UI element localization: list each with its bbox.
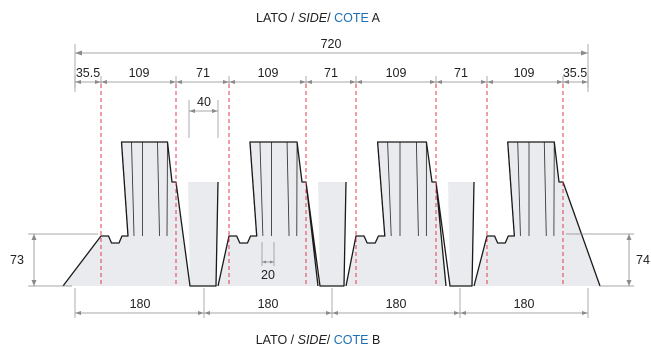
segment-dimension-chain: 35.5 109 71 109 71 109 71 109 35.5 xyxy=(74,44,589,92)
bottom-pitch-label: 180 xyxy=(130,297,151,311)
groove-label: 20 xyxy=(261,268,275,282)
segment-label: 71 xyxy=(324,66,338,80)
side-label-top: LATO / SIDE/ COTE A xyxy=(256,11,381,25)
top-flange-dimension: 40 xyxy=(188,95,219,138)
bottom-pitch-label: 180 xyxy=(258,297,279,311)
top-flange-label: 40 xyxy=(197,95,211,109)
segment-label: 109 xyxy=(129,66,150,80)
height-left-dimension: 73 xyxy=(10,233,98,287)
bottom-pitch-chain: 180 180 180 180 xyxy=(74,288,589,318)
pitch-lines xyxy=(100,84,564,286)
segment-label: 109 xyxy=(386,66,407,80)
total-width-dimension: 720 xyxy=(75,37,588,56)
height-right-label: 74 xyxy=(636,253,650,267)
segment-label: 35.5 xyxy=(563,66,587,80)
segment-label: 71 xyxy=(196,66,210,80)
trapezoidal-profile xyxy=(62,141,601,287)
bottom-pitch-label: 180 xyxy=(386,297,407,311)
segment-label: 109 xyxy=(514,66,535,80)
side-label-bottom: LATO / SIDE/ COTE B xyxy=(256,333,381,347)
segment-label: 109 xyxy=(258,66,279,80)
total-width-label: 720 xyxy=(321,37,342,51)
height-right-dimension: 74 xyxy=(566,233,650,287)
segment-label: 71 xyxy=(454,66,468,80)
segment-label: 35.5 xyxy=(76,66,100,80)
height-left-label: 73 xyxy=(10,253,24,267)
bottom-pitch-label: 180 xyxy=(514,297,535,311)
groove-dimension: 20 xyxy=(261,242,275,282)
